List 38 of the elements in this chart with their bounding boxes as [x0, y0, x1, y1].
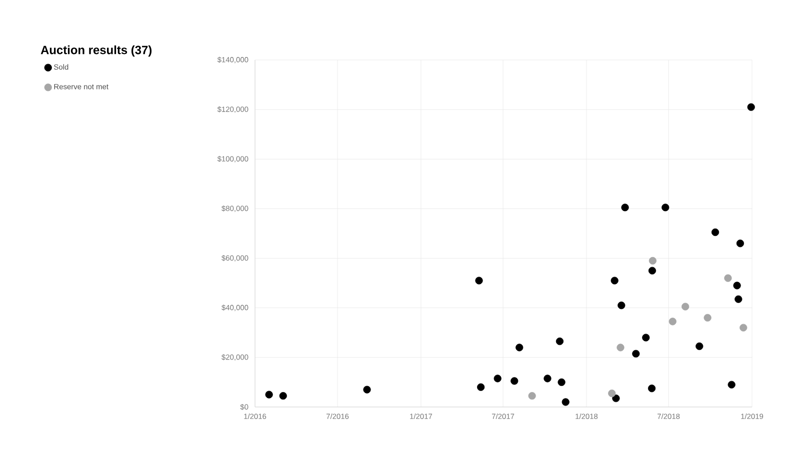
- point: [510, 377, 518, 385]
- point: [265, 390, 273, 398]
- point: [662, 204, 670, 212]
- point: [516, 344, 524, 352]
- point: [562, 398, 570, 406]
- point: [544, 374, 552, 382]
- point: [494, 374, 502, 382]
- point: [733, 282, 741, 290]
- point: [728, 380, 736, 388]
- point: [704, 314, 712, 322]
- point: [621, 204, 629, 212]
- point: [724, 274, 732, 282]
- point: [528, 392, 536, 400]
- point: [747, 103, 755, 111]
- point: [279, 392, 287, 400]
- point: [736, 240, 744, 248]
- point: [648, 256, 656, 265]
- point: [363, 386, 371, 394]
- text: Auction results (37): [40, 45, 152, 57]
- point: [632, 350, 640, 358]
- point: [740, 324, 748, 332]
- point: [556, 338, 564, 346]
- point: [734, 295, 742, 303]
- point: [608, 390, 616, 398]
- point: [648, 384, 656, 392]
- point: [642, 334, 650, 342]
- point: [475, 276, 483, 284]
- point: [618, 302, 626, 310]
- point: [711, 228, 720, 236]
- point: [610, 276, 618, 284]
- point: [696, 342, 704, 350]
- point: [682, 302, 690, 310]
- point: [558, 378, 566, 386]
- point: [477, 383, 485, 391]
- point: [668, 318, 676, 326]
- point: [616, 344, 624, 352]
- point: [612, 394, 620, 402]
- point: [648, 266, 656, 274]
